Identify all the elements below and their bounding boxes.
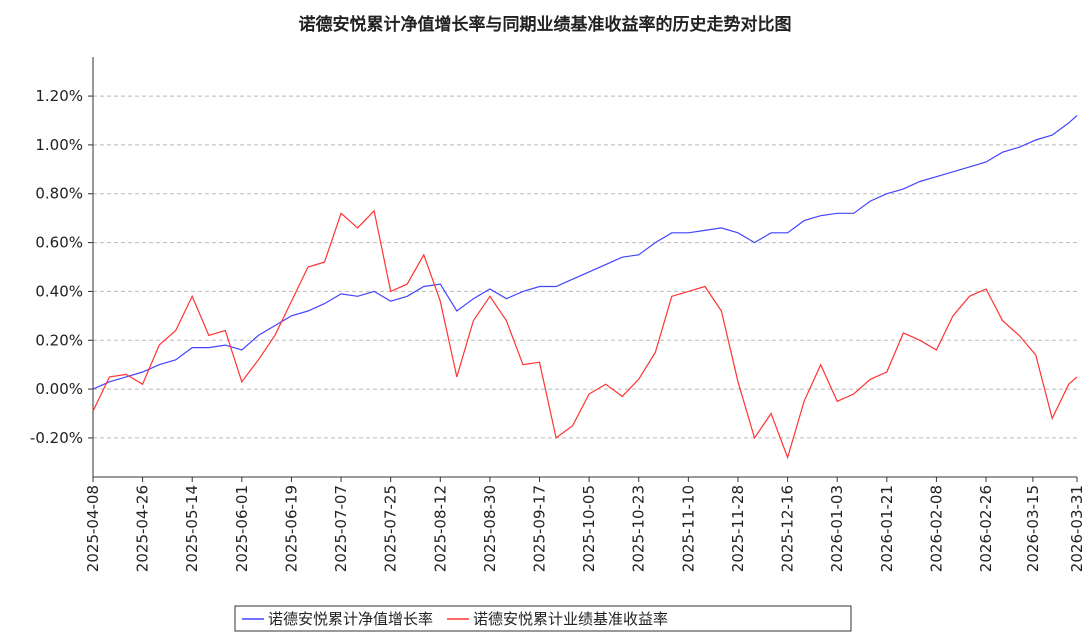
x-tick-label: 2025-04-26 <box>134 485 152 572</box>
legend-label: 诺德安悦累计净值增长率 <box>268 610 433 628</box>
x-tick-label: 2026-03-15 <box>1024 485 1042 572</box>
x-tick-label: 2025-09-17 <box>531 485 549 572</box>
x-tick-label: 2025-10-05 <box>580 485 598 572</box>
chart-title: 诺德安悦累计净值增长率与同期业绩基准收益率的历史走势对比图 <box>299 14 792 35</box>
y-tick-label: 0.60% <box>35 234 83 252</box>
x-tick-label: 2025-07-25 <box>382 485 400 572</box>
y-tick-label: 0.00% <box>35 380 83 398</box>
x-tick-label: 2026-01-21 <box>878 485 896 572</box>
y-tick-label: 0.40% <box>35 282 83 300</box>
x-tick-label: 2026-02-08 <box>927 485 945 572</box>
x-tick-label: 2025-08-12 <box>431 485 449 572</box>
y-tick-label: -0.20% <box>30 429 83 447</box>
series-line <box>92 209 1078 460</box>
y-tick-label: 0.20% <box>35 331 83 349</box>
x-tick-label: 2025-10-23 <box>630 485 648 572</box>
y-tick-label: 1.00% <box>35 136 83 154</box>
x-tick-label: 2026-02-26 <box>977 485 995 572</box>
y-tick-label: 1.20% <box>35 87 83 105</box>
legend-label: 诺德安悦累计业绩基准收益率 <box>473 610 668 628</box>
series-line <box>92 115 1078 390</box>
legend-box <box>234 605 852 632</box>
x-tick-label: 2025-05-14 <box>183 485 201 572</box>
x-tick-label: 2025-06-19 <box>282 485 300 572</box>
x-tick-label: 2025-06-01 <box>233 485 251 572</box>
x-tick-label: 2025-11-28 <box>729 485 747 572</box>
x-tick-label: 2026-01-03 <box>828 485 846 572</box>
x-tick-label: 2025-11-10 <box>679 485 697 572</box>
x-tick-label: 2026-03-31 <box>1068 485 1086 572</box>
x-tick-label: 2025-12-16 <box>779 485 797 572</box>
x-tick-label: 2025-08-30 <box>481 485 499 572</box>
x-tick-label: 2025-07-07 <box>332 485 350 572</box>
x-tick-label: 2025-04-08 <box>84 485 102 572</box>
y-tick-label: 0.80% <box>35 185 83 203</box>
